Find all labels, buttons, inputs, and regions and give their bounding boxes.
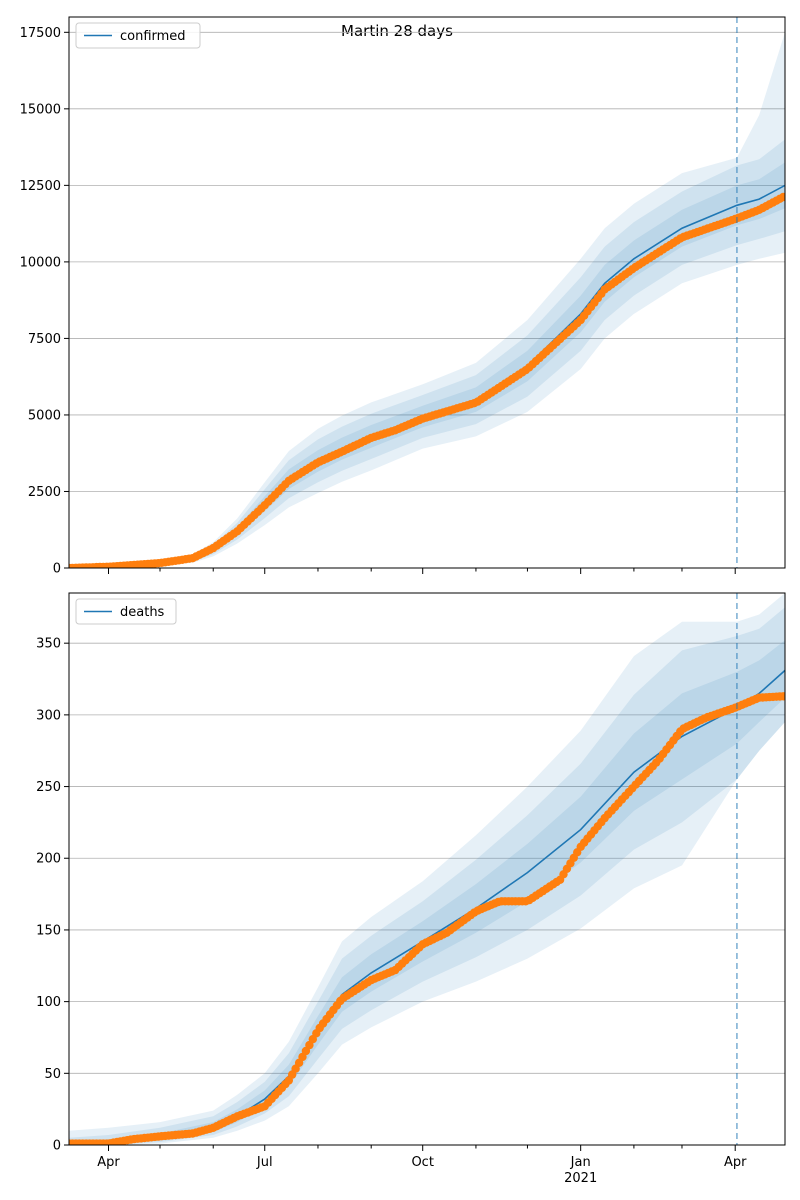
axes-frame: [68, 592, 786, 1146]
y-tick-label: 5000: [28, 408, 61, 423]
plot-area: [69, 32, 785, 568]
legend-label: confirmed: [120, 29, 186, 44]
band-95pct: [69, 593, 785, 1145]
band-50pct: [69, 162, 785, 568]
observed-point: [779, 192, 785, 202]
band-50pct: [69, 640, 785, 1145]
y-tick-label: 0: [53, 562, 61, 577]
y-tick-label: 350: [36, 637, 61, 652]
x-tick-label: Apr: [724, 1155, 747, 1170]
band-95pct: [69, 32, 785, 568]
legend-label: deaths: [120, 605, 165, 620]
y-tick-label: 12500: [20, 179, 61, 194]
axes-frame: [68, 16, 786, 569]
y-tick-label: 17500: [20, 26, 61, 41]
x-tick-label: Apr: [97, 1155, 120, 1170]
y-tick-label: 100: [36, 995, 61, 1010]
plot-area: [69, 593, 785, 1145]
legend-box: [75, 22, 201, 49]
x-tick-label: Oct: [411, 1155, 433, 1170]
y-tick-label: 2500: [28, 485, 61, 500]
band-80pct: [69, 139, 785, 568]
y-tick-label: 7500: [28, 332, 61, 347]
y-tick-label: 0: [53, 1139, 61, 1154]
y-tick-label: 10000: [20, 255, 61, 270]
y-tick-label: 15000: [20, 102, 61, 117]
x-tick-label: Jan: [570, 1155, 591, 1170]
figure-title: Martin 28 days: [341, 22, 453, 40]
legend-box: [75, 598, 177, 625]
y-tick-label: 250: [36, 780, 61, 795]
confirmed-chart: 0 2500 5000 7500 10000 12500 15000 17500 confirm…: [20, 16, 786, 577]
y-tick-label: 150: [36, 923, 61, 938]
y-tick-label: 50: [44, 1067, 61, 1082]
x-tick-label: Jul: [256, 1155, 273, 1170]
y-tick-label: 300: [36, 708, 61, 723]
y-tick-label: 200: [36, 852, 61, 867]
band-80pct: [69, 607, 785, 1145]
x-tick-sublabel: 2021: [564, 1171, 597, 1186]
observed-point: [779, 692, 785, 701]
